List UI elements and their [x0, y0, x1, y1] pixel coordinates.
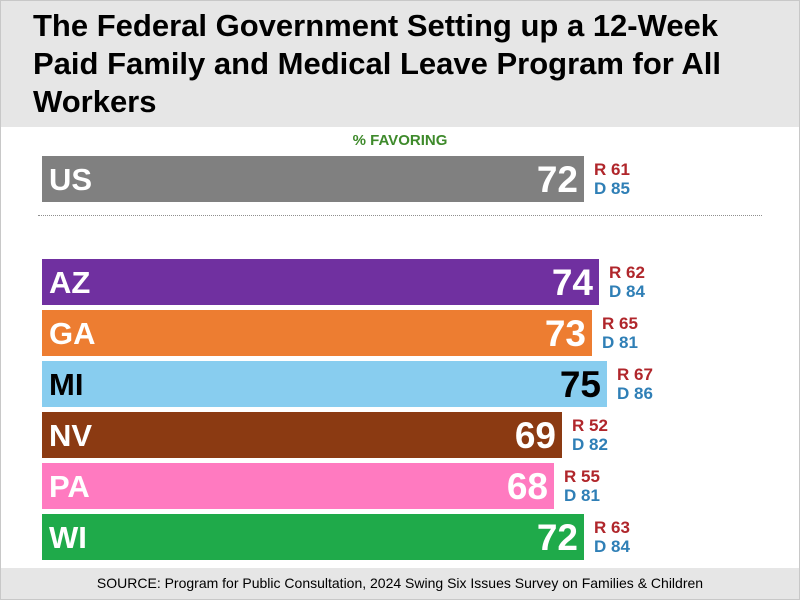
- democrat-value-nv: D 82: [572, 435, 608, 454]
- republican-value-nv: R 52: [572, 416, 608, 435]
- republican-value-pa: R 55: [564, 467, 600, 486]
- bar-value-pa: 68: [506, 466, 548, 507]
- chart-subtitle: % FAVORING: [352, 132, 448, 149]
- republican-value-az: R 62: [609, 263, 645, 282]
- chart-title: The Federal Government Setting up a 12-W…: [33, 8, 721, 119]
- republican-value-us: R 61: [594, 160, 630, 179]
- bar-label-mi: MI: [49, 367, 84, 402]
- bar-label-az: AZ: [49, 265, 91, 300]
- bar-value-us: 72: [536, 159, 578, 200]
- bar-wi: WI 72: [42, 514, 584, 560]
- bar-value-wi: 72: [536, 517, 578, 558]
- democrat-value-pa: D 81: [564, 486, 600, 505]
- bar-value-az: 74: [551, 262, 593, 303]
- title-band: The Federal Government Setting up a 12-W…: [1, 1, 799, 127]
- democrat-value-az: D 84: [609, 282, 645, 301]
- bar-label-ga: GA: [49, 316, 96, 351]
- bar-value-ga: 73: [544, 313, 586, 354]
- bar-value-nv: 69: [514, 415, 556, 456]
- source-band: [1, 568, 799, 599]
- democrat-value-wi: D 84: [594, 537, 630, 556]
- source-note: SOURCE: Program for Public Consultation,…: [96, 575, 704, 591]
- party-breakdown-mi: R 67 D 86: [617, 365, 653, 403]
- party-breakdown-az: R 62 D 84: [609, 263, 645, 301]
- divider-line: [38, 215, 762, 216]
- party-breakdown-wi: R 63 D 84: [594, 518, 630, 556]
- bar-us: US 72: [42, 156, 584, 202]
- republican-value-wi: R 63: [594, 518, 630, 537]
- party-breakdown-us: R 61 D 85: [594, 160, 630, 198]
- party-breakdown-nv: R 52 D 82: [572, 416, 608, 454]
- bar-label-wi: WI: [49, 520, 87, 555]
- bar-value-mi: 75: [559, 364, 601, 405]
- bar-pa: PA 68: [42, 463, 554, 509]
- republican-value-ga: R 65: [602, 314, 638, 333]
- democrat-value-us: D 85: [594, 179, 630, 198]
- bar-mi: MI 75: [42, 361, 607, 407]
- bar-ga: GA 73: [42, 310, 592, 356]
- democrat-value-ga: D 81: [602, 333, 638, 352]
- bar-label-pa: PA: [49, 469, 90, 504]
- party-breakdown-ga: R 65 D 81: [602, 314, 638, 352]
- bar-az: AZ 74: [42, 259, 599, 305]
- bar-nv: NV 69: [42, 412, 562, 458]
- democrat-value-mi: D 86: [617, 384, 653, 403]
- bar-label-nv: NV: [49, 418, 93, 453]
- bar-label-us: US: [49, 162, 93, 197]
- republican-value-mi: R 67: [617, 365, 653, 384]
- party-breakdown-pa: R 55 D 81: [564, 467, 600, 505]
